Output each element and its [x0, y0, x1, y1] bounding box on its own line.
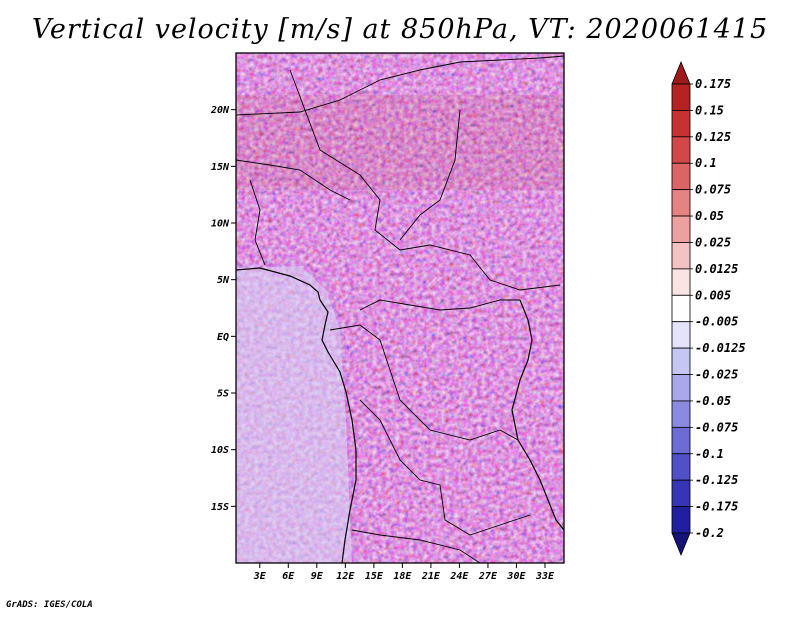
colorbar-label: -0.05: [695, 394, 731, 408]
colorbar-cell: [671, 426, 691, 455]
colorbar-cell: [671, 268, 691, 296]
colorbar-cell: [671, 479, 691, 507]
colorbar-label: 0.005: [695, 288, 731, 302]
colorbar-label: 0.15: [695, 103, 724, 117]
colorbar-label: 0.125: [695, 130, 731, 144]
x-tick-label: 21E: [421, 571, 441, 582]
colorbar-label: 0.175: [695, 77, 731, 91]
colorbar-cell: [671, 532, 691, 557]
plot-frame: [235, 52, 565, 564]
x-tick-label: 18E: [393, 571, 412, 582]
colorbar: 0.175 0.15 0.125 0.1 0.075 0.05 0.025 0.0125 0.0…: [671, 60, 746, 557]
x-tick-label: 3E: [253, 571, 267, 582]
colorbar-label: 0.1: [695, 156, 717, 170]
colorbar-cell: [671, 321, 691, 349]
colorbar-cell: [671, 136, 691, 164]
coastlines: [236, 55, 564, 563]
colorbar-label: 0.05: [695, 209, 724, 223]
colorbar-label: 0.025: [695, 235, 731, 249]
colorbar-cell: [671, 189, 691, 217]
grads-credit: GrADS: IGES/COLA: [6, 600, 93, 610]
y-tick-label: 15N: [211, 162, 230, 173]
y-tick-label: 10S: [211, 445, 229, 456]
x-axis: 3E 6E 9E 12E 15E 18E 21E 24E 27E 30E 33E: [253, 563, 555, 582]
colorbar-cell: [671, 215, 691, 243]
colorbar-cell: [671, 294, 691, 323]
y-tick-label: EQ: [217, 332, 229, 343]
y-tick-label: 5S: [217, 389, 229, 400]
colorbar-label: -0.2: [695, 526, 724, 540]
colorbar-cell: [671, 162, 691, 191]
chart-title: Vertical velocity [m/s] at 850hPa, VT: 2…: [31, 14, 769, 45]
colorbar-label: -0.025: [695, 368, 738, 382]
y-tick-label: 15S: [211, 502, 229, 513]
colorbar-cell: [671, 83, 691, 111]
colorbar-cell: [671, 400, 691, 428]
x-tick-label: 9E: [311, 571, 324, 582]
colorbar-label: -0.1: [695, 447, 724, 461]
colorbar-label: -0.075: [695, 420, 738, 434]
colorbar-label: -0.175: [695, 500, 738, 514]
colorbar-label: 0.0125: [695, 262, 738, 276]
x-tick-label: 27E: [478, 571, 498, 582]
colorbar-label: -0.0125: [695, 341, 746, 355]
x-tick-label: 6E: [282, 571, 295, 582]
x-tick-label: 30E: [506, 571, 526, 582]
colorbar-cell: [671, 242, 691, 270]
colorbar-label: 0.075: [695, 183, 731, 197]
x-tick-label: 12E: [336, 571, 355, 582]
colorbar-label: -0.125: [695, 473, 738, 487]
colorbar-cell: [671, 453, 691, 481]
colorbar-cell: [671, 506, 691, 534]
x-tick-label: 24E: [449, 571, 469, 582]
colorbar-label: -0.005: [695, 315, 738, 329]
y-tick-label: 5N: [217, 275, 230, 286]
x-tick-label: 15E: [365, 571, 384, 582]
colorbar-cell: [671, 347, 691, 375]
colorbar-cell: [671, 60, 691, 85]
colorbar-cell: [671, 110, 691, 138]
colorbar-cell: [671, 374, 691, 402]
y-axis: 20N 15N 10N 5N EQ 5S 10S 15S: [210, 105, 236, 513]
y-tick-label: 10N: [211, 219, 230, 230]
map-field: [236, 53, 564, 563]
y-tick-label: 20N: [210, 105, 230, 116]
x-tick-label: 33E: [535, 571, 555, 582]
